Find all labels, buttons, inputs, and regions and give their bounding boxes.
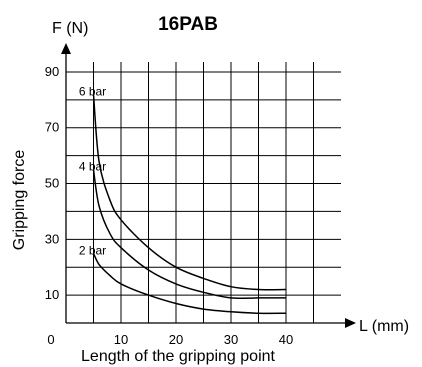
y-axis-title: F (N) bbox=[52, 20, 88, 37]
series-line-6-bar bbox=[92, 94, 287, 291]
y-tick-label: 30 bbox=[45, 231, 59, 246]
series-label-6-bar: 6 bar bbox=[79, 84, 106, 98]
y-axis-label: Gripping force bbox=[11, 150, 28, 251]
y-axis-arrow bbox=[61, 43, 71, 54]
x-axis-title: L (mm) bbox=[359, 318, 409, 335]
labels: 10 20 30 40 10 30 50 70 90 6 bar 4 bar 2 bar bbox=[45, 64, 293, 347]
series-lines bbox=[92, 94, 287, 315]
x-tick-label: 20 bbox=[169, 332, 183, 347]
series-label-2-bar: 2 bar bbox=[79, 243, 106, 257]
series-line-2-bar bbox=[92, 252, 287, 315]
y-tick-label: 90 bbox=[45, 64, 59, 79]
y-tick-label: 50 bbox=[45, 176, 59, 191]
y-tick-label: 10 bbox=[45, 287, 59, 302]
series-label-4-bar: 4 bar bbox=[79, 160, 106, 174]
chart-title: 16PAB bbox=[158, 14, 218, 35]
x-tick-label: 10 bbox=[114, 332, 128, 347]
x-axis-arrow bbox=[345, 318, 356, 328]
grid bbox=[66, 62, 341, 323]
y-tick-label: 70 bbox=[45, 120, 59, 135]
x-tick-label: 40 bbox=[279, 332, 293, 347]
axes bbox=[61, 43, 356, 328]
origin-label: 0 bbox=[47, 332, 54, 347]
x-tick-label: 30 bbox=[224, 332, 238, 347]
x-axis-label: Length of the gripping point bbox=[81, 348, 275, 365]
series-line-4-bar bbox=[92, 169, 286, 300]
